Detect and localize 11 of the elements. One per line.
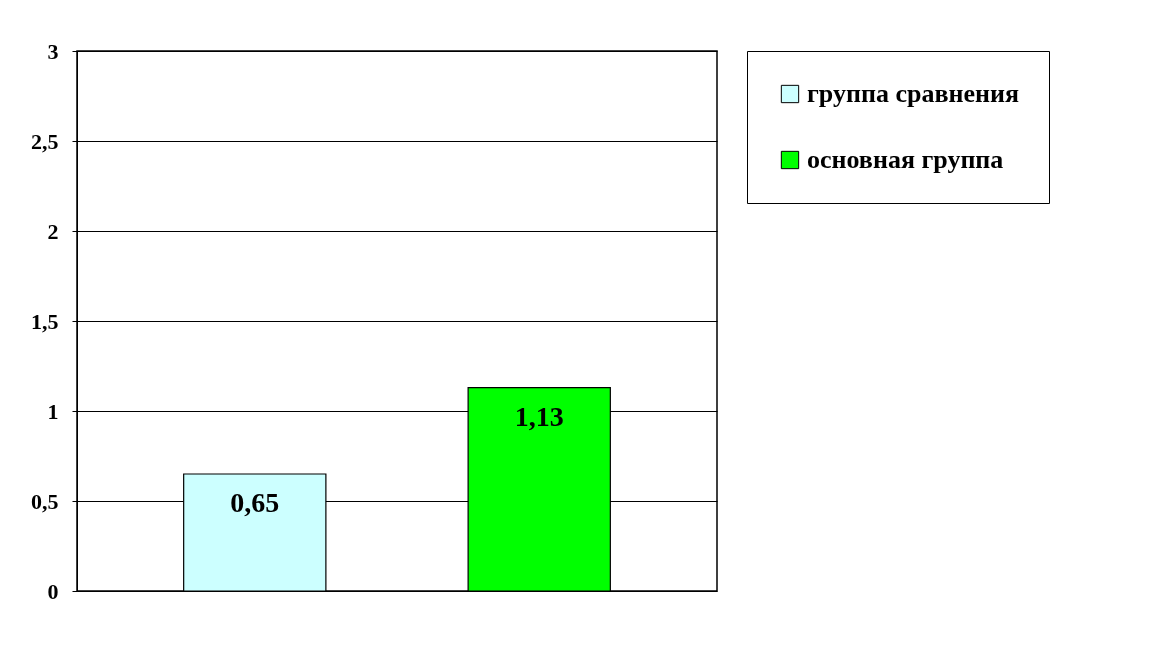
legend-label: группа сравнения [807,79,1019,108]
y-tick-label: 2,5 [31,128,59,154]
y-tick-label: 2 [47,218,59,244]
y-tick-label: 1,5 [31,308,59,334]
data-label: 0,65 [230,487,280,518]
legend-label: основная группа [807,145,1004,174]
y-tick-label: 0,5 [31,488,59,514]
y-tick-label: 0 [47,578,59,604]
data-label: 1,13 [514,400,564,432]
y-tick-label: 1 [47,398,59,424]
y-tick-label: 3 [47,38,59,64]
